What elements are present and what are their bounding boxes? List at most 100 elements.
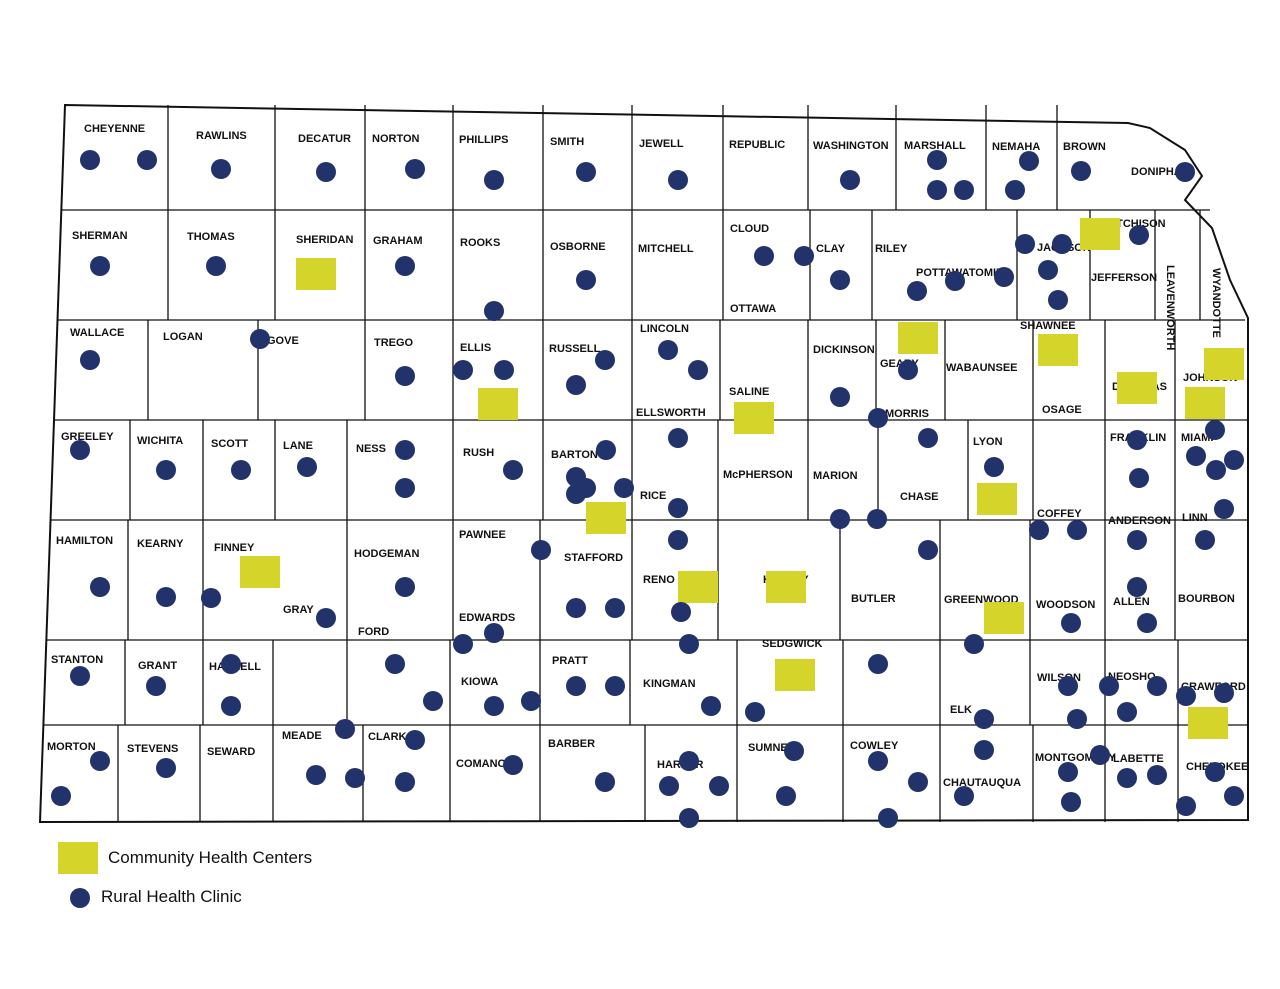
- rural-health-clinic: [146, 676, 166, 696]
- rural-health-clinic: [566, 676, 586, 696]
- county-label: COWLEY: [850, 740, 899, 752]
- rural-health-clinic: [137, 150, 157, 170]
- rural-health-clinic: [231, 460, 251, 480]
- rural-health-clinic: [90, 256, 110, 276]
- county-label: ELLSWORTH: [636, 407, 706, 419]
- rural-health-clinic: [90, 751, 110, 771]
- rural-health-clinic: [1052, 234, 1072, 254]
- community-health-center: [240, 556, 280, 588]
- rural-health-clinic: [754, 246, 774, 266]
- county-label: SALINE: [729, 386, 769, 398]
- rural-health-clinic: [1061, 613, 1081, 633]
- rural-health-clinic: [868, 408, 888, 428]
- county-label: LINN: [1182, 512, 1208, 524]
- county-label: RILEY: [875, 243, 908, 255]
- rural-health-clinic: [1175, 162, 1195, 182]
- county-label: LEAVENWORTH: [1164, 265, 1176, 350]
- community-health-center: [775, 659, 815, 691]
- rural-health-clinic: [1137, 613, 1157, 633]
- county-label: GRANT: [138, 660, 177, 672]
- county-label: DECATUR: [298, 133, 351, 145]
- rural-health-clinic: [1117, 702, 1137, 722]
- rural-health-clinic: [1147, 765, 1167, 785]
- county-label: ATCHISON: [1109, 218, 1166, 230]
- rural-health-clinic: [1071, 161, 1091, 181]
- rural-health-clinic: [484, 170, 504, 190]
- rural-health-clinic: [1061, 792, 1081, 812]
- rural-health-clinic: [679, 751, 699, 771]
- county-label: DICKINSON: [813, 344, 875, 356]
- rural-health-clinic: [907, 281, 927, 301]
- county-label: WALLACE: [70, 327, 124, 339]
- county-label: MORRIS: [885, 408, 929, 420]
- rural-health-clinic: [80, 350, 100, 370]
- rural-health-clinic: [784, 741, 804, 761]
- rural-health-clinic: [503, 460, 523, 480]
- rural-health-clinic: [156, 587, 176, 607]
- county-label: OSAGE: [1042, 404, 1082, 416]
- county-label: STANTON: [51, 654, 103, 666]
- county-label: MITCHELL: [638, 243, 694, 255]
- rural-health-clinic: [70, 440, 90, 460]
- county-label: BARTON: [551, 449, 598, 461]
- rural-health-clinic: [1029, 520, 1049, 540]
- county-label: SMITH: [550, 136, 584, 148]
- county-label: CHASE: [900, 491, 939, 503]
- rural-health-clinic: [1067, 709, 1087, 729]
- county-label: ANDERSON: [1108, 515, 1171, 527]
- community-health-center: [984, 602, 1024, 634]
- rural-health-clinic: [531, 540, 551, 560]
- county-label: LANE: [283, 440, 313, 452]
- county-label: MARION: [813, 470, 858, 482]
- county-label: SHAWNEE: [1020, 320, 1076, 332]
- community-health-center: [478, 388, 518, 420]
- rural-health-clinic: [521, 691, 541, 711]
- county-label: BOURBON: [1178, 593, 1235, 605]
- rural-health-clinic: [954, 180, 974, 200]
- county-label: KINGMAN: [643, 678, 696, 690]
- county-label: RAWLINS: [196, 130, 247, 142]
- rural-health-clinic: [679, 634, 699, 654]
- county-label: STEVENS: [127, 743, 178, 755]
- county-label: BROWN: [1063, 141, 1106, 153]
- rural-health-clinic: [745, 702, 765, 722]
- rural-health-clinic: [1019, 151, 1039, 171]
- rural-health-clinic: [395, 478, 415, 498]
- legend-swatch-chc: [58, 842, 98, 874]
- county-label: EDWARDS: [459, 612, 515, 624]
- county-lines: [43, 105, 1248, 822]
- county-label: PAWNEE: [459, 529, 506, 541]
- markers: [51, 150, 1244, 828]
- county-label: ELK: [950, 704, 972, 716]
- rural-health-clinic: [605, 598, 625, 618]
- rural-health-clinic: [297, 457, 317, 477]
- rural-health-clinic: [1127, 577, 1147, 597]
- rural-health-clinic: [994, 267, 1014, 287]
- rural-health-clinic: [566, 484, 586, 504]
- rural-health-clinic: [1195, 530, 1215, 550]
- rural-health-clinic: [614, 478, 634, 498]
- rural-health-clinic: [964, 634, 984, 654]
- rural-health-clinic: [316, 162, 336, 182]
- rural-health-clinic: [1127, 530, 1147, 550]
- rural-health-clinic: [688, 360, 708, 380]
- county-label: BUTLER: [851, 593, 896, 605]
- county-label: LOGAN: [163, 331, 203, 343]
- rural-health-clinic: [316, 608, 336, 628]
- rural-health-clinic: [395, 772, 415, 792]
- county-label: MARSHALL: [904, 140, 966, 152]
- rural-health-clinic: [1038, 260, 1058, 280]
- rural-health-clinic: [1127, 430, 1147, 450]
- rural-health-clinic: [1147, 676, 1167, 696]
- rural-health-clinic: [1058, 676, 1078, 696]
- rural-health-clinic: [927, 150, 947, 170]
- rural-health-clinic: [211, 159, 231, 179]
- rural-health-clinic: [659, 776, 679, 796]
- rural-health-clinic: [596, 440, 616, 460]
- county-label: SHERIDAN: [296, 234, 354, 246]
- rural-health-clinic: [385, 654, 405, 674]
- county-label: CLAY: [816, 243, 846, 255]
- county-label: WOODSON: [1036, 599, 1095, 611]
- rural-health-clinic: [405, 159, 425, 179]
- rural-health-clinic: [867, 509, 887, 529]
